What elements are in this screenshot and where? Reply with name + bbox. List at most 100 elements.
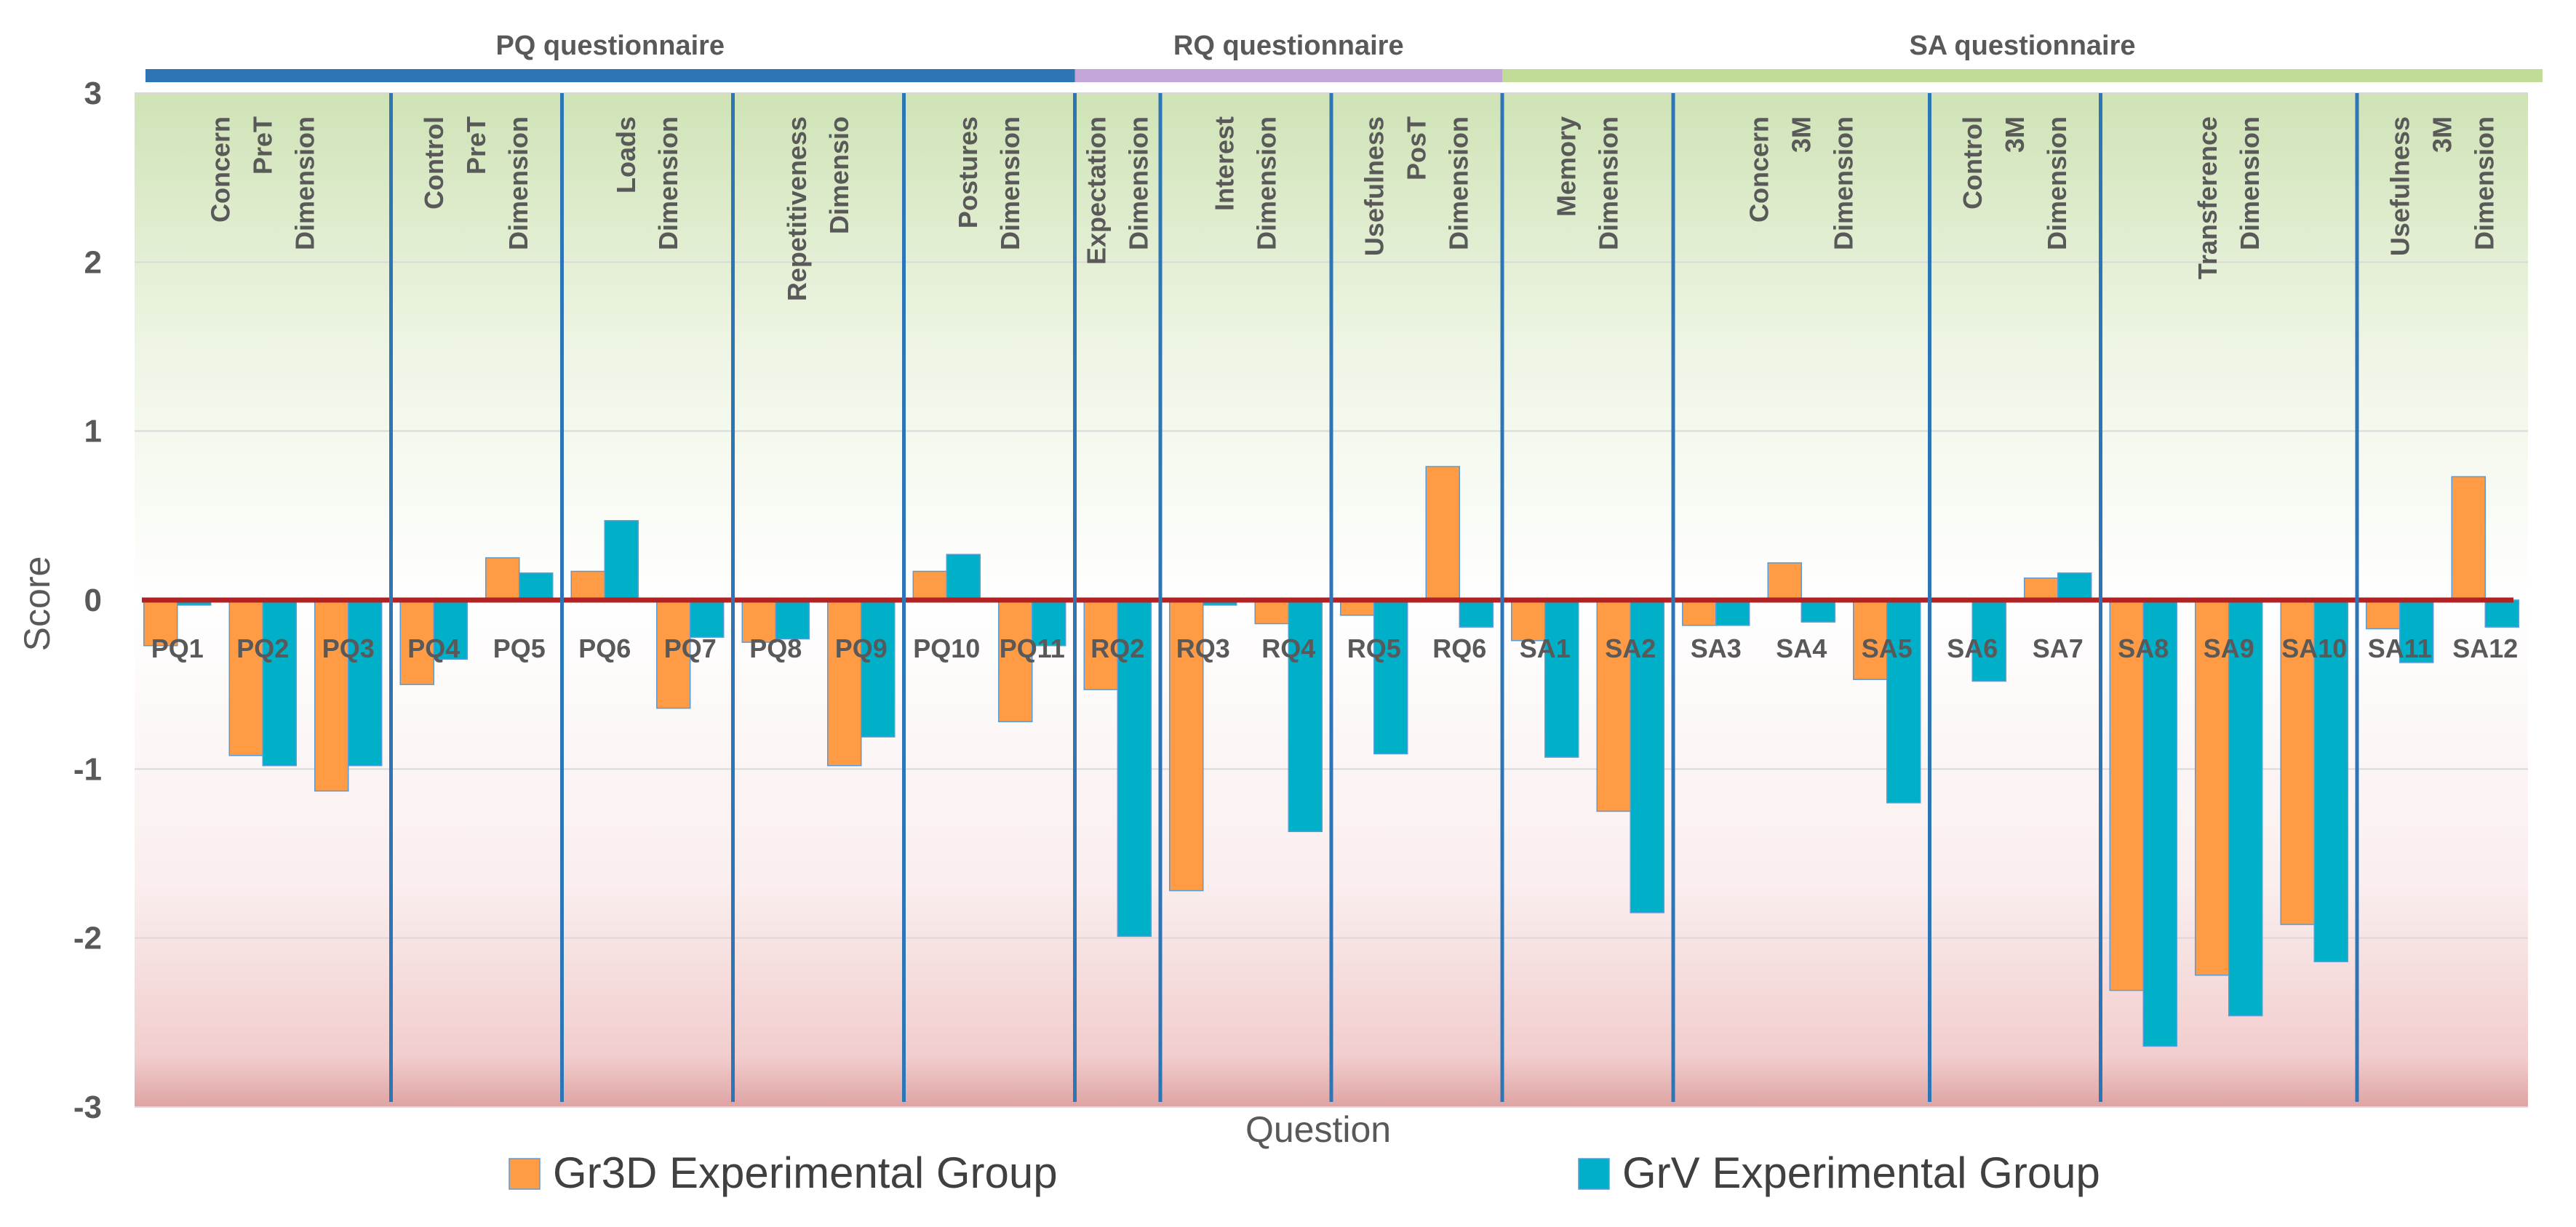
bar-gr3d (1767, 562, 1802, 601)
category-label: PQ9 (835, 634, 888, 663)
dimension-label: Dimension (1252, 116, 1282, 250)
bar-grv (1117, 599, 1152, 938)
dimension-label: Dimension (653, 116, 683, 250)
category-label: RQ3 (1176, 634, 1230, 663)
bar-grv (2057, 572, 2092, 601)
category-label: RQ6 (1432, 634, 1486, 663)
dimension-label: Usefulness (2385, 116, 2415, 256)
bar-gr3d (2109, 599, 2144, 991)
category-label: PQ2 (236, 634, 289, 663)
dimension-label: Control (419, 116, 449, 209)
dimension-label: Transference (2193, 116, 2222, 279)
category-label: RQ2 (1090, 634, 1144, 663)
questionnaire-sections: PQ questionnaire RQ questionnaire SA quest… (145, 31, 2543, 82)
category-label: SA3 (1691, 634, 1742, 663)
category-label: SA5 (1862, 634, 1913, 663)
dimension-label: Dimension (290, 116, 319, 250)
bar-grv (775, 599, 810, 640)
y-tick-label: -2 (73, 921, 102, 956)
legend: Gr3D Experimental Group GrV Experimental … (509, 1148, 2100, 1197)
dimension-label: Postures (953, 116, 983, 228)
bar-grv (519, 572, 554, 601)
dimension-label: Usefulness (1360, 116, 1389, 256)
bar-grv (861, 599, 896, 738)
category-label: PQ7 (664, 634, 717, 663)
section-bar (145, 69, 1075, 82)
bar-gr3d (314, 599, 349, 792)
dimension-label: Concern (1744, 116, 1774, 223)
legend-label: GrV Experimental Group (1622, 1148, 2100, 1197)
bar-grv (1544, 599, 1579, 758)
dimension-label: Dimension (1594, 116, 1624, 250)
bar-gr3d (1425, 465, 1460, 601)
category-label: PQ1 (151, 634, 204, 663)
category-label: SA10 (2281, 634, 2347, 663)
dimension-label: Control (1958, 116, 1987, 209)
bar-grv (1459, 599, 1494, 628)
dimension-label: Interest (1210, 116, 1240, 211)
bar-gr3d (399, 599, 434, 685)
dimension-label: PreT (247, 116, 277, 175)
bar-gr3d (2024, 577, 2059, 601)
dimension-label: Dimension (503, 116, 533, 250)
x-axis-title: Question (1245, 1109, 1391, 1150)
section-label: PQ questionnaire (495, 31, 725, 61)
category-label: RQ4 (1261, 634, 1315, 663)
bar-grv (1715, 599, 1750, 626)
y-tick-label: 0 (84, 583, 102, 618)
y-axis: 3 2 1 0 -1 -2 -3 (73, 76, 102, 1125)
dimension-label: Dimension (1444, 116, 1474, 250)
bars (143, 465, 2519, 1047)
dimension-separators (389, 93, 2359, 1102)
section-bar (1502, 69, 2543, 82)
dimension-label: Dimension (2042, 116, 2072, 250)
bar-grv (1630, 599, 1664, 914)
section-bar (1074, 69, 1502, 82)
dimension-label: 3M (2428, 116, 2457, 153)
bar-gr3d (1682, 599, 1717, 626)
category-label: RQ5 (1347, 634, 1401, 663)
category-label: SA7 (2033, 634, 2083, 663)
dimension-labels: Concern PreT Dimension Control PreT Dimension… (205, 116, 2499, 301)
dimension-label: Dimension (2470, 116, 2500, 250)
bar-grv (2313, 599, 2348, 962)
category-label: PQ6 (578, 634, 631, 663)
bar-gr3d (1511, 599, 1546, 642)
bar-gr3d (2195, 599, 2230, 976)
dimension-label: 3M (1786, 116, 1816, 153)
bar-grv (2484, 599, 2519, 628)
category-label: SA11 (2368, 634, 2432, 663)
category-label: SA4 (1776, 634, 1827, 663)
bar-grv (2399, 599, 2434, 663)
bar-gr3d (228, 599, 263, 756)
legend-swatch (1578, 1158, 1610, 1190)
bar-gr3d (827, 599, 862, 767)
dimension-label: PreT (461, 116, 491, 175)
bar-grv (1373, 599, 1408, 755)
bar-gr3d (912, 570, 947, 601)
dimension-label: 3M (2000, 116, 2030, 153)
bar-grv (2228, 599, 2263, 1017)
dimension-label: Memory (1552, 116, 1582, 217)
y-tick-label: -3 (73, 1090, 102, 1125)
bar-gr3d (2280, 599, 2315, 925)
dimension-label: Dimension (1828, 116, 1858, 250)
bar-gr3d (485, 557, 520, 601)
legend-swatch (509, 1158, 541, 1190)
category-label: PQ8 (749, 634, 802, 663)
category-label: SA6 (1947, 634, 1998, 663)
bar-grv (946, 553, 981, 601)
dimension-label: Concern (205, 116, 235, 223)
category-label: PQ11 (1000, 634, 1065, 663)
bar-grv (690, 599, 725, 638)
dimension-label: Loads (611, 116, 641, 193)
category-label: PQ4 (407, 634, 460, 663)
bar-grv (1801, 599, 1835, 623)
bar-grv (1886, 599, 1921, 804)
category-label: SA2 (1605, 634, 1656, 663)
dimension-label: Dimension (1123, 116, 1153, 250)
y-tick-label: 3 (84, 76, 102, 111)
category-label: SA12 (2452, 634, 2518, 663)
